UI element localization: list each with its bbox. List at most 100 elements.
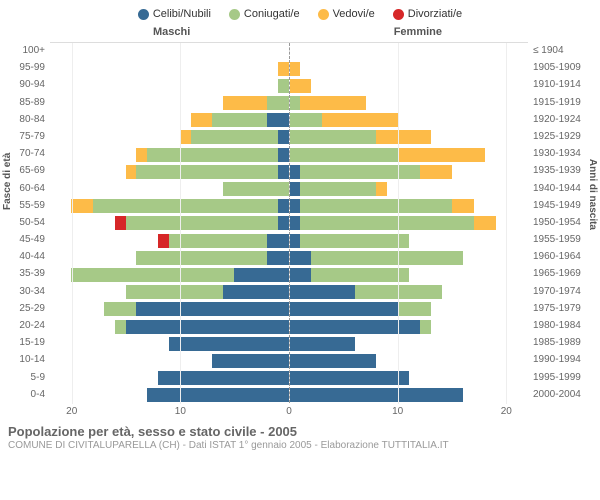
- legend-item: Coniugati/e: [229, 8, 300, 20]
- bar-segment: [115, 320, 126, 334]
- bar-segment: [147, 388, 288, 402]
- female-bar: [290, 335, 529, 351]
- bar-segment: [311, 268, 409, 282]
- bar-segment: [115, 216, 126, 230]
- age-label: 10-14: [8, 351, 45, 368]
- birth-label: 1970-1974: [533, 283, 592, 300]
- female-bar: [290, 284, 529, 300]
- bar-segment: [300, 165, 420, 179]
- age-label: 50-54: [8, 214, 45, 231]
- pyramid-row: [50, 215, 528, 232]
- female-bar: [290, 215, 529, 231]
- bar-segment: [290, 148, 399, 162]
- bar-segment: [290, 354, 377, 368]
- bar-segment: [376, 130, 430, 144]
- pyramid-row: [50, 43, 528, 60]
- pyramid-row: [50, 198, 528, 215]
- legend-swatch: [229, 9, 240, 20]
- column-headers: Maschi Femmine: [8, 26, 592, 42]
- bar-segment: [290, 130, 377, 144]
- bar-segment: [300, 216, 474, 230]
- birth-label: 1955-1959: [533, 231, 592, 248]
- bar-segment: [290, 302, 399, 316]
- bar-segment: [158, 371, 288, 385]
- bar-segment: [290, 388, 464, 402]
- birth-label: 1940-1944: [533, 180, 592, 197]
- bar-segment: [136, 251, 266, 265]
- birth-label: 1975-1979: [533, 300, 592, 317]
- bar-segment: [290, 251, 312, 265]
- pyramid-row: [50, 301, 528, 318]
- bar-segment: [234, 268, 288, 282]
- age-label: 75-79: [8, 128, 45, 145]
- age-label: 15-19: [8, 334, 45, 351]
- male-bar: [50, 60, 290, 76]
- legend-swatch: [318, 9, 329, 20]
- population-pyramid: Celibi/NubiliConiugati/eVedovi/eDivorzia…: [0, 0, 600, 500]
- bar-segment: [267, 96, 289, 110]
- male-bar: [50, 181, 290, 197]
- male-bar: [50, 284, 290, 300]
- bar-segment: [267, 234, 289, 248]
- age-label: 70-74: [8, 145, 45, 162]
- bar-segment: [278, 165, 289, 179]
- bar-segment: [452, 199, 474, 213]
- bar-segment: [290, 62, 301, 76]
- male-bar: [50, 198, 290, 214]
- male-bar: [50, 249, 290, 265]
- pyramid-row: [50, 146, 528, 163]
- bar-segment: [278, 216, 289, 230]
- birth-label: 1925-1929: [533, 128, 592, 145]
- bar-segment: [267, 113, 289, 127]
- bar-segment: [290, 216, 301, 230]
- pyramid-row: [50, 318, 528, 335]
- legend-label: Divorziati/e: [408, 8, 462, 20]
- legend-swatch: [393, 9, 404, 20]
- bar-segment: [278, 199, 289, 213]
- bar-segment: [191, 130, 278, 144]
- legend-item: Vedovi/e: [318, 8, 375, 20]
- male-bar: [50, 370, 290, 386]
- pyramid-row: [50, 129, 528, 146]
- birth-label: 1985-1989: [533, 334, 592, 351]
- male-bar: [50, 129, 290, 145]
- pyramid-row: [50, 60, 528, 77]
- female-bar: [290, 249, 529, 265]
- female-bar: [290, 95, 529, 111]
- age-axis: 100+95-9990-9485-8980-8475-7970-7465-696…: [8, 42, 50, 404]
- bar-segment: [420, 320, 431, 334]
- bar-segment: [136, 148, 147, 162]
- bar-segment: [290, 285, 355, 299]
- pyramid-row: [50, 284, 528, 301]
- bar-segment: [290, 165, 301, 179]
- age-label: 30-34: [8, 283, 45, 300]
- birth-year-axis: ≤ 19041905-19091910-19141915-19191920-19…: [528, 42, 592, 404]
- y-axis-right-title: Anni di nascita: [587, 159, 598, 230]
- chart-title: Popolazione per età, sesso e stato civil…: [8, 424, 592, 439]
- bar-segment: [278, 62, 289, 76]
- bar-segment: [420, 165, 453, 179]
- male-header: Maschi: [153, 26, 190, 38]
- bar-segment: [169, 337, 289, 351]
- pyramid-row: [50, 232, 528, 249]
- female-bar: [290, 163, 529, 179]
- birth-label: 1935-1939: [533, 162, 592, 179]
- female-bar: [290, 301, 529, 317]
- age-label: 60-64: [8, 180, 45, 197]
- bar-segment: [278, 79, 289, 93]
- female-bar: [290, 60, 529, 76]
- male-bar: [50, 266, 290, 282]
- legend-label: Coniugati/e: [244, 8, 300, 20]
- bar-segment: [71, 199, 93, 213]
- age-label: 25-29: [8, 300, 45, 317]
- bar-segment: [169, 234, 267, 248]
- pyramid-row: [50, 387, 528, 404]
- female-bar: [290, 352, 529, 368]
- bar-segment: [267, 251, 289, 265]
- bar-segment: [398, 302, 431, 316]
- x-axis: 201001020: [50, 406, 528, 420]
- bar-segment: [212, 113, 266, 127]
- gridline: [506, 43, 507, 404]
- legend: Celibi/NubiliConiugati/eVedovi/eDivorzia…: [8, 8, 592, 20]
- female-bar: [290, 266, 529, 282]
